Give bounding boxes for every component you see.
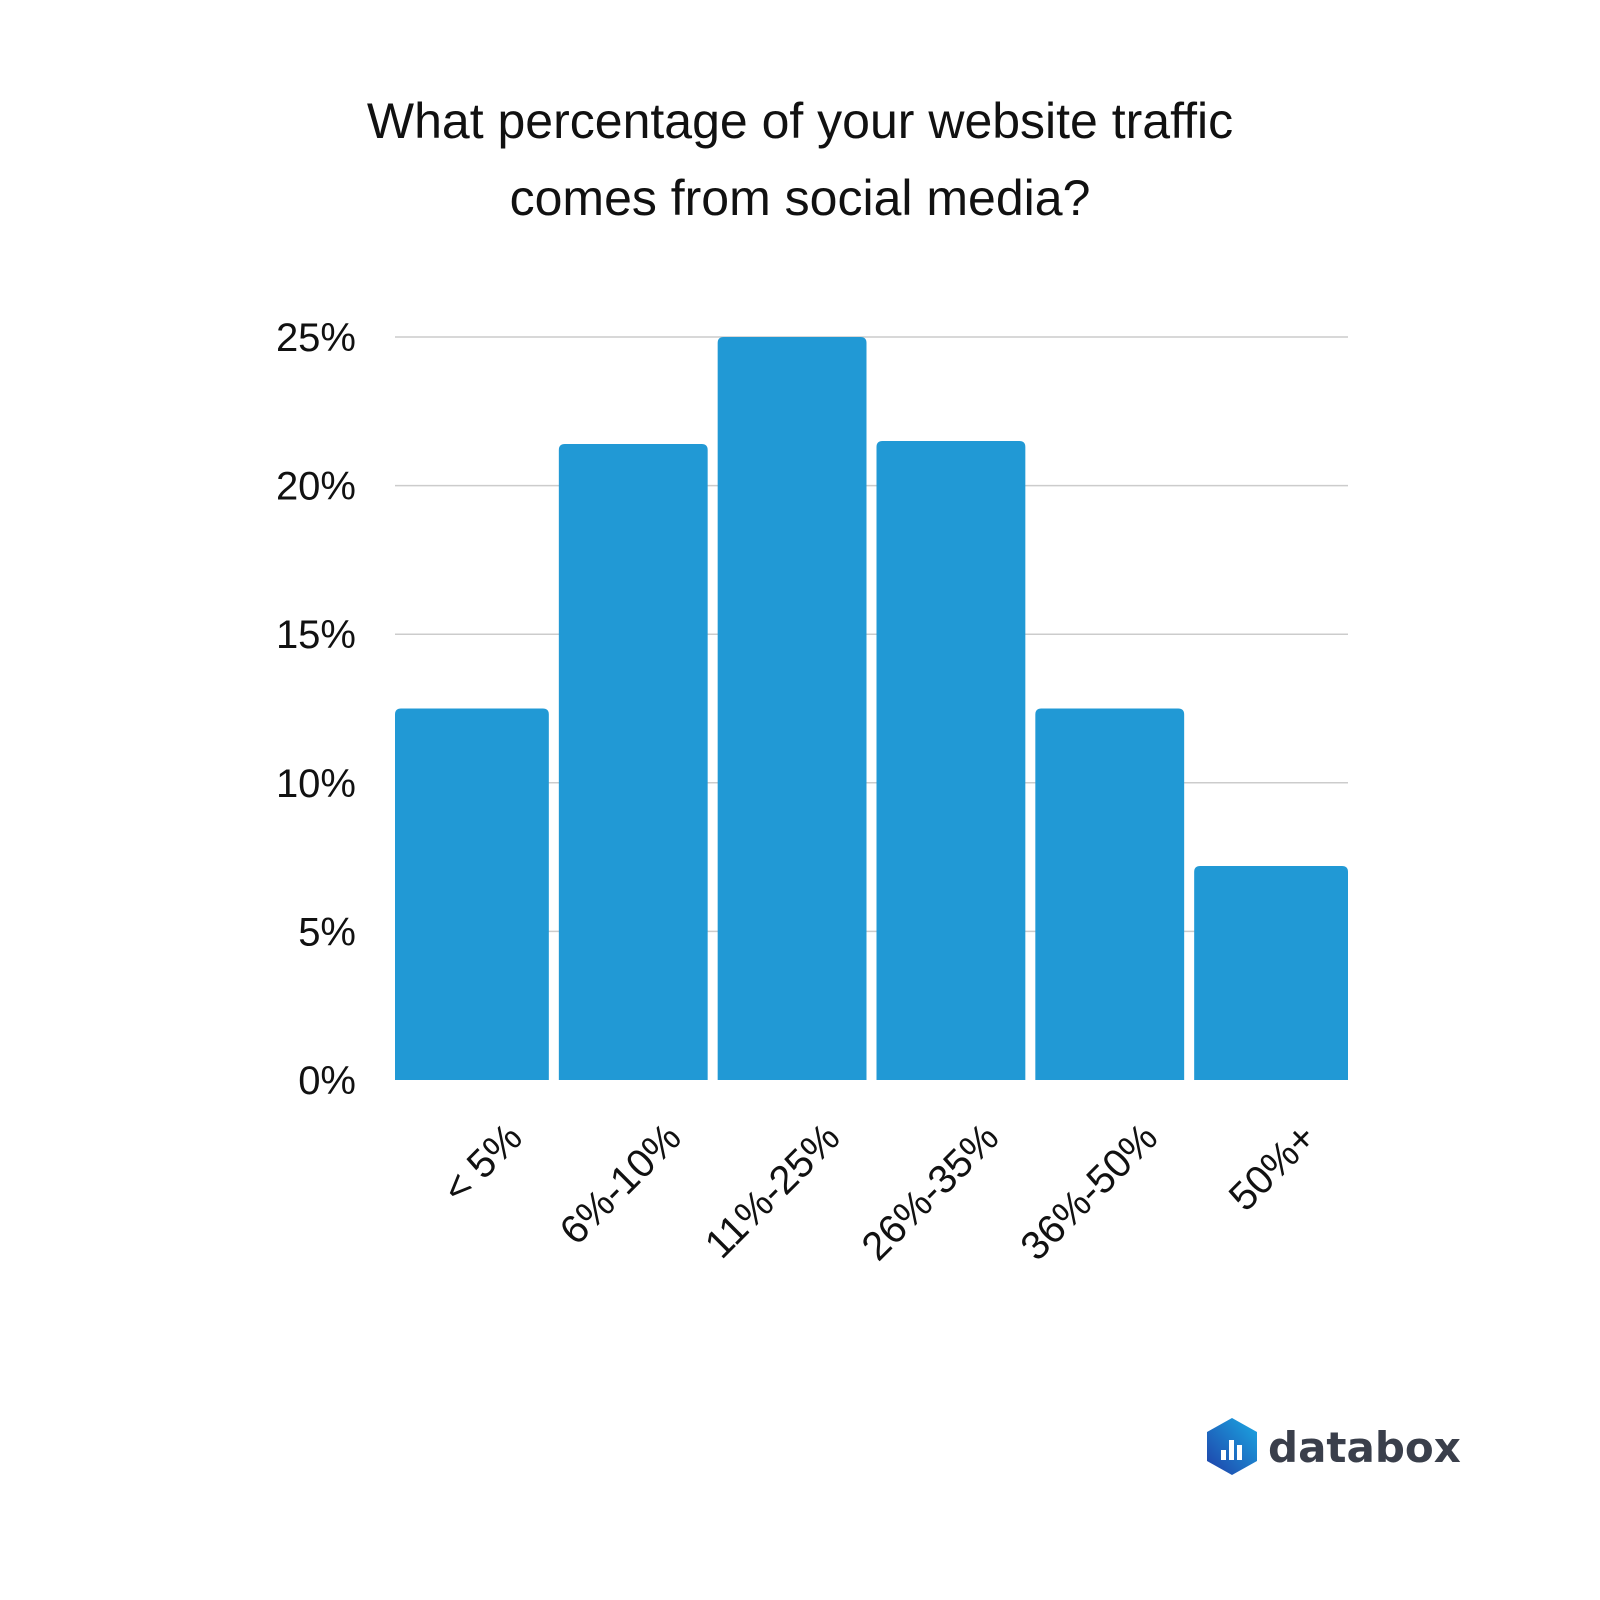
- x-category-label: 36%-50%: [1012, 1115, 1166, 1269]
- bar: [876, 441, 1026, 1080]
- y-tick-label: 20%: [276, 465, 356, 509]
- chart-title: What percentage of your website traffic …: [367, 93, 1233, 226]
- y-tick-label: 25%: [276, 316, 356, 360]
- y-tick-label: 10%: [276, 762, 356, 806]
- x-category-label: 11%-25%: [697, 1115, 849, 1267]
- x-category-label: 50%+: [1221, 1115, 1325, 1219]
- y-tick-label: 0%: [298, 1059, 356, 1103]
- chart-title-line-1: What percentage of your website traffic: [367, 93, 1233, 149]
- y-axis-tick-labels: 0% 5% 10% 15% 20% 25%: [276, 316, 356, 1103]
- gridlines: [395, 336, 1348, 933]
- databox-wordmark: databox: [1268, 1423, 1461, 1472]
- x-category-label: < 5%: [434, 1115, 530, 1211]
- x-category-label: 6%-10%: [552, 1115, 690, 1253]
- bar: [395, 708, 549, 1080]
- bar: [1194, 866, 1348, 1080]
- bar: [717, 337, 867, 1080]
- y-tick-label: 5%: [298, 910, 356, 954]
- x-category-label: 26%-35%: [854, 1115, 1008, 1269]
- y-tick-label: 15%: [276, 613, 356, 657]
- bar: [558, 443, 708, 1080]
- chart-title-line-2: comes from social media?: [510, 170, 1091, 226]
- databox-hexagon-icon: [1207, 1418, 1257, 1475]
- bar: [1035, 708, 1185, 1080]
- bars: [395, 337, 1348, 1080]
- x-axis-category-labels: < 5% 6%-10% 11%-25% 26%-35% 36%-50% 50%+: [434, 1115, 1325, 1269]
- databox-logo: databox: [1207, 1418, 1461, 1475]
